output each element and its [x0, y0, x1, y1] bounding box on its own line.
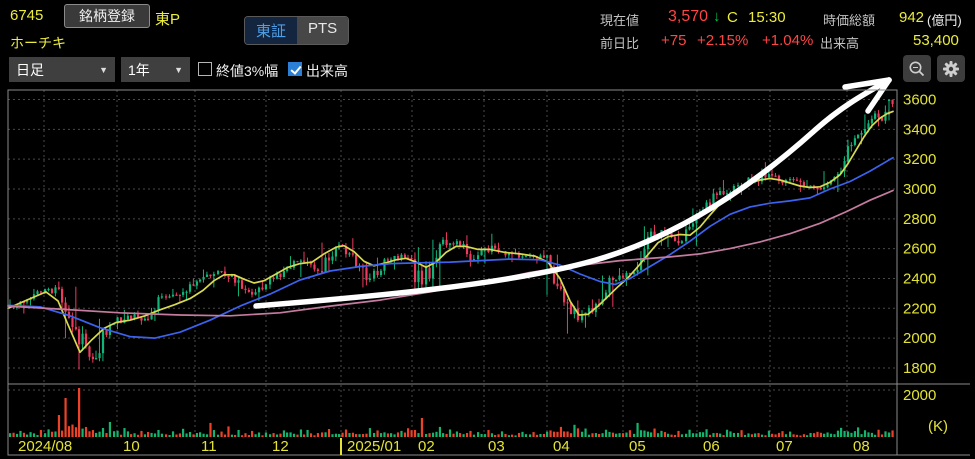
- tab-tosho[interactable]: 東証: [245, 17, 298, 44]
- gridlines: [8, 90, 897, 437]
- svg-text:11: 11: [201, 438, 217, 455]
- range-select-value: 1年: [128, 61, 150, 78]
- pane-borders: [7, 89, 970, 456]
- change-percent: +2.15%: [697, 32, 749, 49]
- change-label: 前日比: [600, 36, 640, 51]
- svg-text:12: 12: [272, 438, 289, 455]
- ma-short: [7, 110, 894, 354]
- market-cap-unit: (億円): [927, 13, 962, 28]
- volume-checkbox[interactable]: [288, 62, 302, 76]
- svg-text:2200: 2200: [903, 300, 936, 317]
- chevron-down-icon: ▼: [99, 64, 108, 75]
- svg-text:06: 06: [703, 438, 720, 455]
- range-select[interactable]: 1年 ▼: [121, 57, 190, 82]
- change-percent-2: +1.04%: [762, 32, 814, 49]
- volume-value: 53,400: [913, 32, 959, 49]
- current-price-label: 現在値: [600, 13, 640, 28]
- settings-button[interactable]: [937, 55, 965, 82]
- quote-time: 15:30: [748, 9, 786, 26]
- current-price-value: 3,570: [668, 8, 709, 25]
- gear-icon: [943, 60, 959, 77]
- ma-long: [7, 189, 894, 317]
- market-cap-label: 時価総額: [823, 13, 876, 28]
- svg-text:02: 02: [418, 438, 435, 455]
- axis-labels: 1800 2000 2200 2400 2600 2800 3000 3200 3400 3600…: [18, 92, 948, 455]
- svg-text:08: 08: [853, 438, 870, 455]
- svg-text:2800: 2800: [903, 211, 936, 228]
- svg-text:10: 10: [123, 438, 140, 455]
- svg-text:(K): (K): [928, 418, 948, 435]
- svg-text:07: 07: [776, 438, 793, 455]
- stock-name: ホーチキ: [10, 35, 66, 51]
- price-down-arrow-icon: ↓: [713, 8, 721, 25]
- trend-arrow-annotation: [253, 77, 892, 309]
- svg-text:04: 04: [553, 438, 570, 455]
- exchange-tab-group: 東証 PTS: [244, 16, 350, 45]
- svg-text:2000: 2000: [903, 387, 936, 404]
- close-3pct-checkbox[interactable]: [198, 62, 212, 76]
- market-segment: 東P: [155, 11, 181, 28]
- svg-text:3600: 3600: [903, 92, 936, 109]
- market-cap-value: 942: [899, 9, 925, 26]
- svg-text:3000: 3000: [903, 181, 936, 198]
- zoom-button[interactable]: [903, 55, 931, 82]
- period-select[interactable]: 日足 ▼: [9, 57, 115, 82]
- svg-text:2024/08: 2024/08: [18, 438, 72, 455]
- svg-text:2025/01: 2025/01: [347, 438, 401, 455]
- change-value: +75: [661, 32, 687, 49]
- magnifier-icon: [909, 61, 925, 76]
- svg-text:2000: 2000: [903, 330, 936, 347]
- svg-text:2600: 2600: [903, 241, 936, 258]
- volume-checkbox-label: 出来高: [306, 63, 348, 79]
- close-3pct-label: 終値3%幅: [216, 63, 279, 79]
- candlesticks: [9, 99, 894, 370]
- volume-label: 出来高: [820, 36, 860, 51]
- close-flag: C: [727, 9, 738, 26]
- svg-text:3200: 3200: [903, 151, 936, 168]
- svg-text:05: 05: [629, 438, 646, 455]
- svg-text:03: 03: [488, 438, 505, 455]
- svg-text:2400: 2400: [903, 270, 936, 287]
- ma-mid: [7, 156, 894, 339]
- register-stock-button[interactable]: 銘柄登録: [64, 4, 150, 28]
- stock-code: 6745: [10, 7, 44, 24]
- period-select-value: 日足: [16, 61, 44, 78]
- svg-text:1800: 1800: [903, 360, 936, 377]
- svg-text:3400: 3400: [903, 121, 936, 138]
- volume-bars: [9, 388, 894, 437]
- tab-pts[interactable]: PTS: [297, 17, 349, 44]
- chevron-down-icon: ▼: [174, 64, 183, 75]
- moving-average-lines: [7, 110, 894, 354]
